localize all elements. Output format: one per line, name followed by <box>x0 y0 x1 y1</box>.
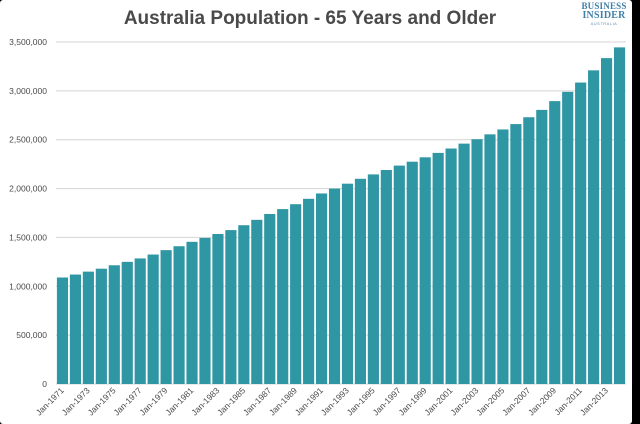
bar-Jan-2005 <box>497 129 509 384</box>
y-tick-label: 3,500,000 <box>9 37 47 47</box>
bar-Jan-2012 <box>588 70 600 384</box>
bar-Jan-1975 <box>108 265 120 384</box>
bar-Jan-2013 <box>600 58 613 384</box>
bar-Jan-1971 <box>56 277 69 384</box>
bar-Jan-1987 <box>264 213 276 384</box>
bar-Jan-1985 <box>238 225 250 384</box>
y-tick-label: 500,000 <box>16 330 47 340</box>
bar-Jan-2007 <box>523 117 535 385</box>
bar-Jan-1999 <box>419 157 431 384</box>
y-tick-label: 2,500,000 <box>9 135 47 145</box>
bar-Jan-1986 <box>251 219 263 384</box>
bar-Jan-1993 <box>341 183 354 384</box>
bar-Jan-1981 <box>186 241 198 384</box>
bar-Jan-1992 <box>328 188 341 384</box>
bar-Jan-1982 <box>199 237 211 384</box>
y-tick-label: 1,000,000 <box>9 281 47 291</box>
x-axis-ticks: Jan-1971Jan-1973Jan-1975Jan-1977Jan-1979… <box>34 385 610 417</box>
x-tick-label: Jan-2013 <box>578 385 610 417</box>
bar-Jan-1976 <box>121 261 133 384</box>
bar-Jan-2003 <box>471 139 483 384</box>
bar-Jan-1977 <box>134 258 146 384</box>
bar-Jan-1991 <box>315 193 328 384</box>
bar-Jan-2001 <box>445 148 457 384</box>
y-axis-ticks: 0 500,000 1,000,000 1,500,000 2,000,000 2,500… <box>9 37 47 389</box>
bar-Jan-2014 <box>613 47 626 384</box>
bar-Jan-1998 <box>406 161 418 384</box>
bar-Jan-1972 <box>69 274 82 384</box>
bar-Jan-1997 <box>393 165 405 384</box>
x-tick-label: Jan-2009 <box>526 385 558 417</box>
bar-Jan-2010 <box>562 91 574 384</box>
y-tick-label: 3,000,000 <box>9 86 47 96</box>
bar-Jan-1990 <box>303 198 315 384</box>
bar-Jan-1973 <box>82 271 94 384</box>
bar-Jan-1996 <box>380 170 392 384</box>
business-insider-logo: BUSINESS INSIDER AUSTRALIA <box>581 2 627 26</box>
y-tick-label: 0 <box>42 379 47 389</box>
bar-Jan-1978 <box>147 254 159 384</box>
bar-Jan-1974 <box>95 268 107 384</box>
y-tick-label: 2,000,000 <box>9 184 47 194</box>
logo-line-1: BUSINESS <box>581 1 627 11</box>
chart-title: Australia Population - 65 Years and Olde… <box>123 8 497 29</box>
bar-Jan-1979 <box>160 250 172 384</box>
bar-Jan-2006 <box>510 124 522 384</box>
logo-line-2: INSIDER <box>582 10 626 21</box>
bar-Jan-1995 <box>367 174 379 384</box>
y-tick-label: 1,500,000 <box>9 232 47 242</box>
bar-Jan-1994 <box>354 178 367 384</box>
bar-Jan-1988 <box>277 209 289 384</box>
bar-Jan-1989 <box>290 204 302 384</box>
bar-Jan-2002 <box>458 143 470 384</box>
bar-Jan-2004 <box>484 134 496 384</box>
bar-Jan-2008 <box>536 109 548 384</box>
bar-Jan-2009 <box>549 101 561 385</box>
bar-Jan-2011 <box>575 82 587 385</box>
bar-Jan-1984 <box>225 230 237 384</box>
bar-Jan-2000 <box>432 152 444 384</box>
logo-line-3: AUSTRALIA <box>590 21 618 26</box>
bar-Jan-1980 <box>173 246 185 384</box>
bar-Jan-1983 <box>212 234 224 384</box>
bars <box>56 47 626 385</box>
